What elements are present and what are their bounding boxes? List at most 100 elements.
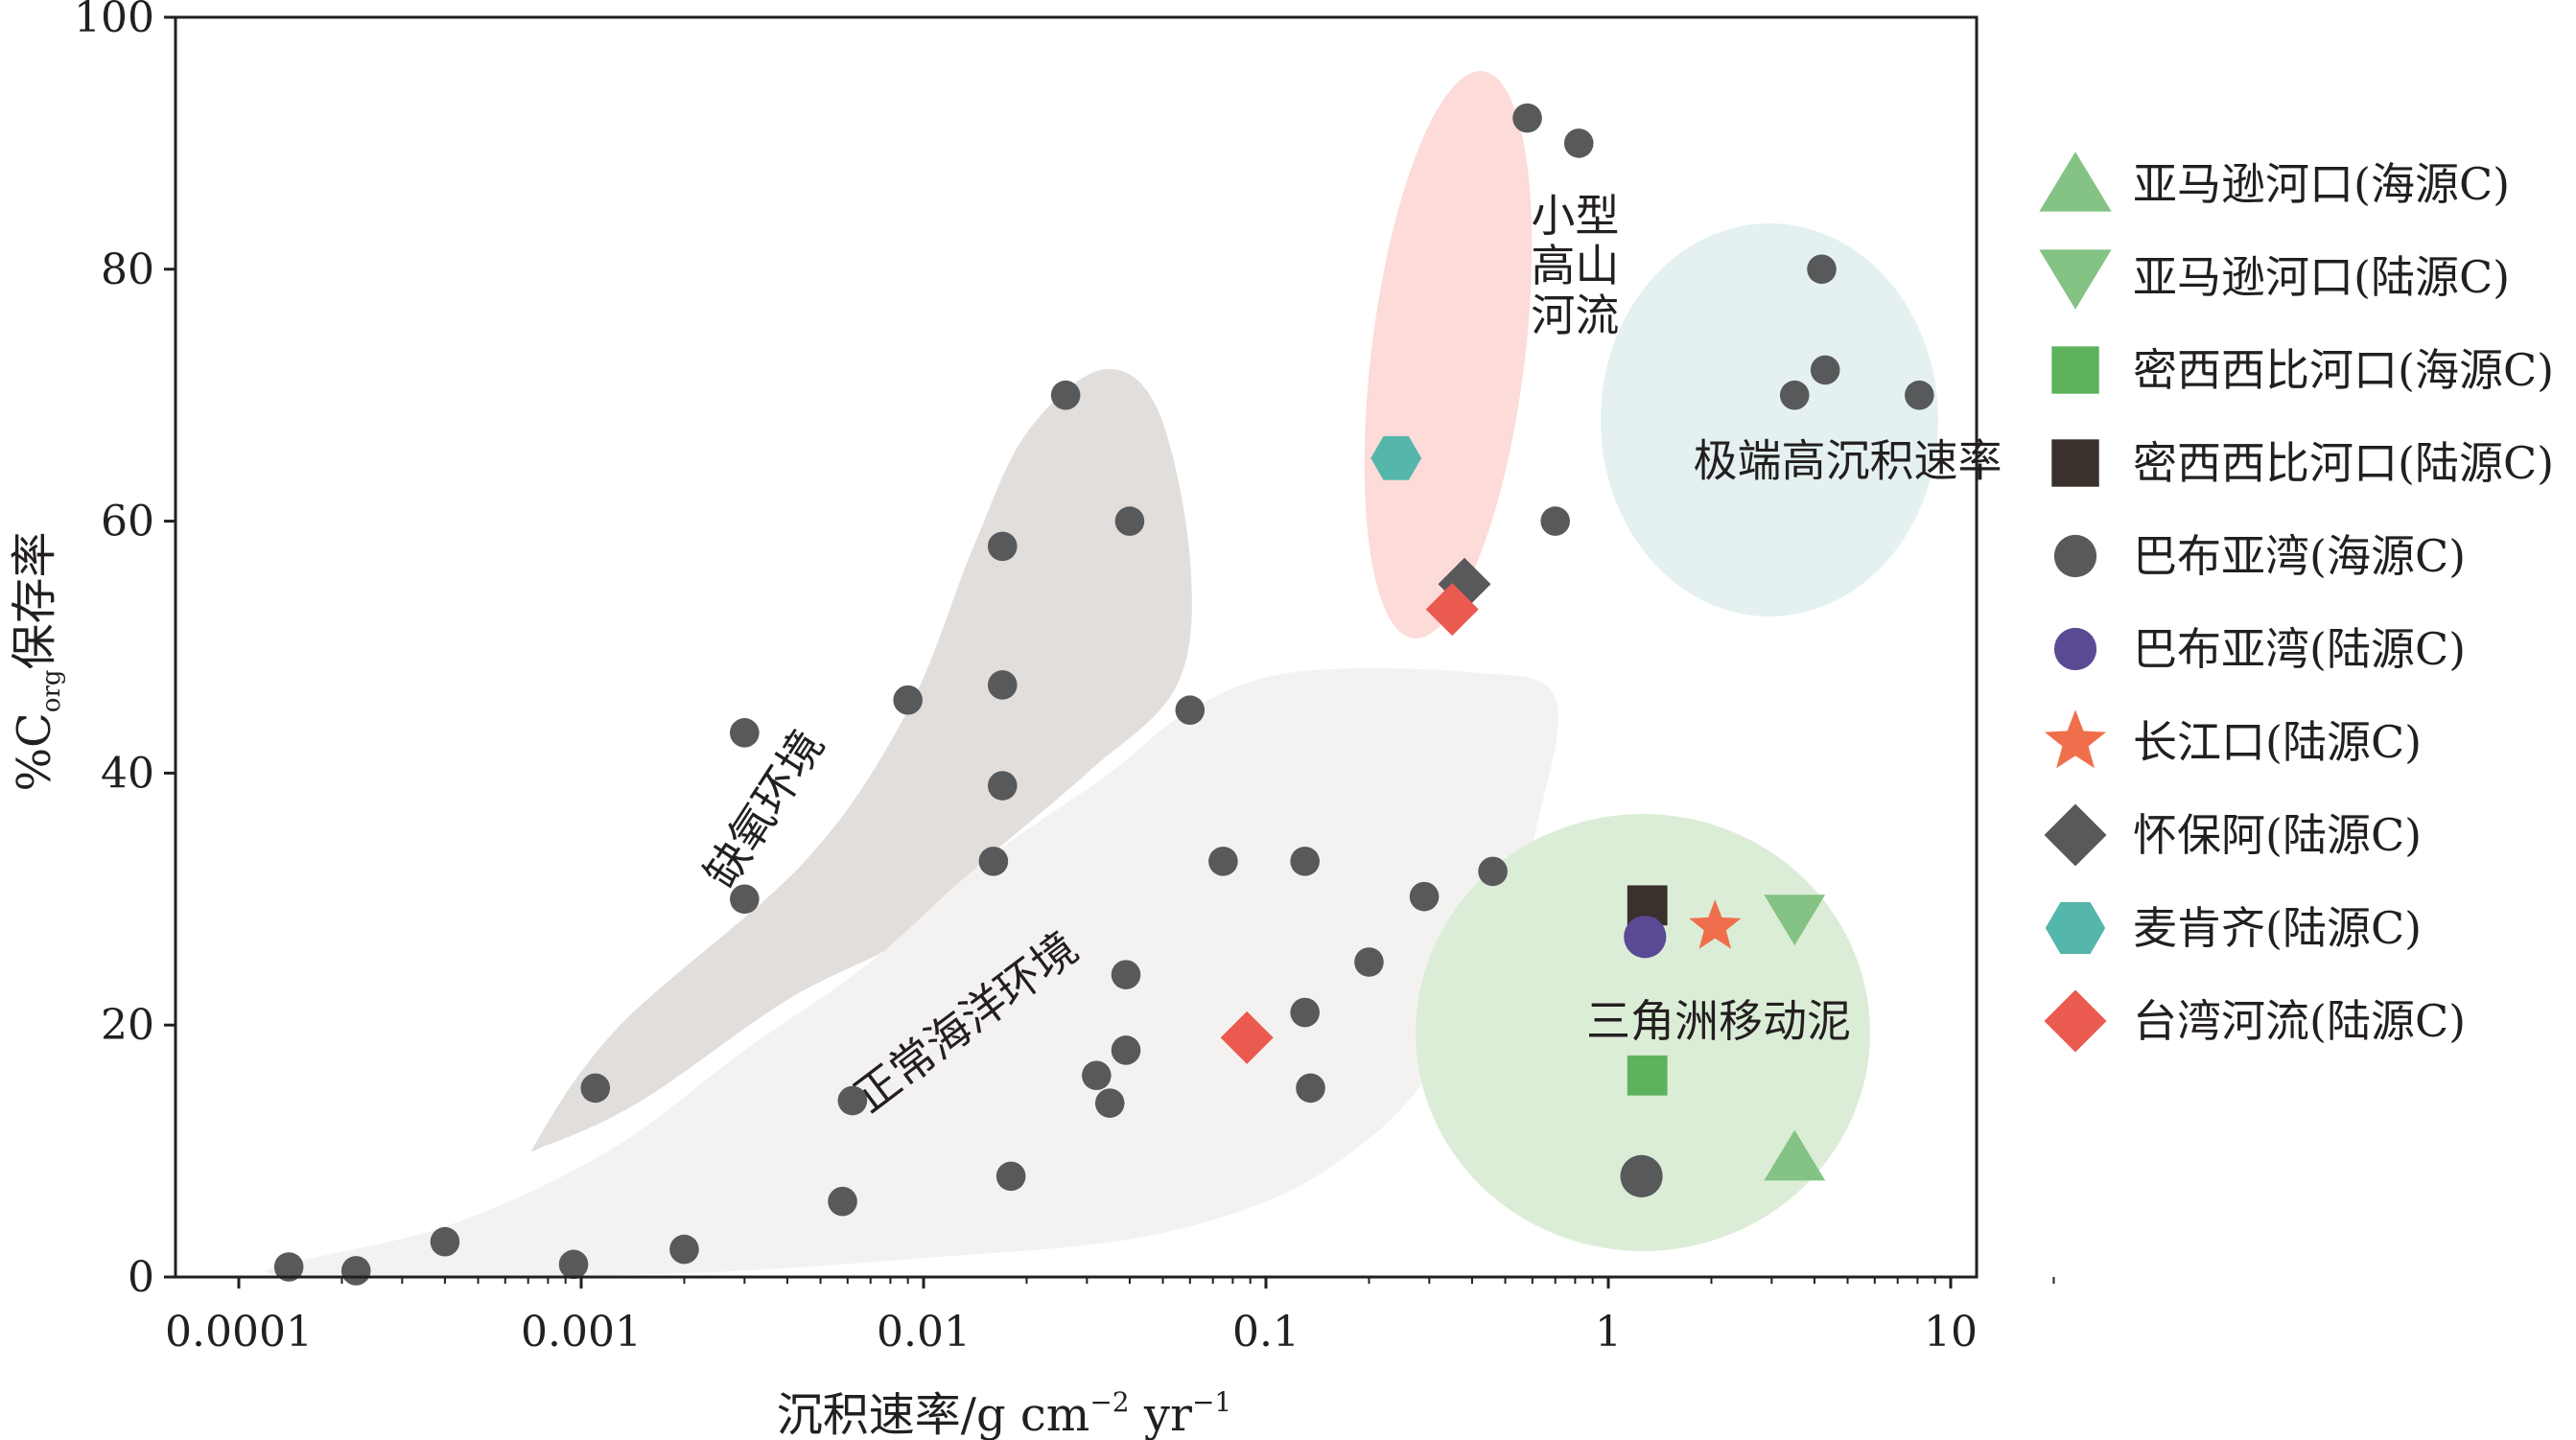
point-s2-0 [1627,1055,1668,1096]
x-axis-title-sup2: −1 [1192,1386,1231,1418]
point-s4-32 [1540,506,1570,536]
legend-label-4: 巴布亚湾(海源C) [2133,530,2466,582]
point-s4-23 [1208,847,1238,876]
legend-marker-0 [2039,151,2112,212]
legend-label-7: 怀保阿(陆源C) [2133,809,2422,861]
legend-marker-9 [2044,989,2107,1053]
x-axis-title: 沉积速率/g cm−2 yr−1 [777,1386,1231,1440]
point-s4-22 [1175,695,1206,725]
point-s4-10 [893,685,923,715]
legend-marker-1 [2039,249,2112,310]
legend-item-3: 密西西比河口(陆源C) [2051,437,2554,489]
point-s4-16 [978,847,1009,876]
region-normal-marine [265,668,1558,1278]
regions-layer [265,71,1938,1278]
legend-marker-7 [2044,803,2107,867]
legend-marker-4 [2053,534,2097,578]
point-s4-8 [730,884,760,915]
point-s4-29 [1478,856,1508,887]
y-axis-title: %Corg保存率 [8,531,66,791]
point-s1-0 [1764,894,1826,946]
point-s4-18 [1082,1060,1112,1091]
y-tick-label-1: 20 [101,1001,154,1050]
legend-item-9: 台湾河流(陆源C) [2044,989,2466,1053]
point-s4-12 [1050,380,1081,410]
y-tick-label-3: 60 [101,498,154,546]
point-s4-13 [1114,506,1145,536]
point-s8-0 [1370,436,1422,480]
legend-label-1: 亚马逊河口(陆源C) [2133,251,2510,303]
legend-item-6: 长江口(陆源C) [2044,709,2422,769]
region-delta-mobile-mud [1416,814,1870,1251]
point-s4-34 [1779,380,1810,410]
region-label-small-rivers-line2: 高山 [1531,240,1619,291]
point-s4-17 [995,1161,1026,1192]
y-axis-title-sub: org [37,669,66,712]
point-s4-7 [580,1073,611,1103]
region-label-extreme: 极端高沉积速率 [1694,434,2002,486]
point-s4-31 [1563,128,1594,158]
x-tick-label-0: 0.0001 [165,1308,313,1357]
y-tick-label-0: 0 [128,1253,154,1302]
legend-item-5: 巴布亚湾(陆源C) [2053,623,2466,675]
point-s4-36 [1807,254,1837,285]
point-s4-11 [987,531,1018,562]
x-tick-label-1: 0.001 [521,1308,642,1357]
legend-item-4: 巴布亚湾(海源C) [2053,530,2466,582]
y-tick-label-5: 100 [74,0,154,42]
point-s4-19 [1094,1088,1125,1118]
legend-marker-2 [2051,346,2099,394]
point-s4-1 [340,1256,371,1286]
legend-label-3: 密西西比河口(陆源C) [2133,437,2554,489]
point-s5-0 [1624,916,1667,959]
point-s4-24 [1290,847,1320,876]
legend-label-9: 台湾河流(陆源C) [2133,995,2466,1047]
x-tick-label-2: 0.01 [877,1308,971,1357]
point-s4-28 [1409,881,1440,912]
point-s4-35 [1810,355,1840,385]
point-s4-2 [430,1226,460,1257]
point-s9-0 [1220,1010,1274,1064]
point-s4-27 [1354,947,1384,977]
point-s4-25 [1290,997,1320,1028]
y-axis-title-suffix: 保存率 [8,531,61,669]
x-tick-label-5: 10 [1924,1308,1978,1357]
legend-item-8: 麦肯齐(陆源C) [2045,902,2422,954]
legend-marker-8 [2045,902,2106,954]
region-extreme-sedimentation [1601,223,1938,616]
point-s4-20 [1111,1035,1141,1065]
point-s4-0 [273,1252,304,1282]
point-s4-26 [1296,1073,1325,1103]
legend-marker-5 [2053,627,2097,671]
x-tick-label-4: 1 [1595,1308,1622,1357]
x-axis-title-sup1: −2 [1089,1386,1129,1418]
legend-marker-3 [2051,439,2099,487]
y-tick-label-4: 80 [101,245,154,294]
point-s4-15 [987,771,1018,801]
point-s4-14 [987,670,1018,700]
point-s4-33 [1620,1154,1663,1197]
plot-frame [174,15,1979,1279]
region-label-small-rivers-line1: 小型 [1531,190,1619,242]
y-axis-title-prefix: %C [8,712,61,791]
x-tick-label-3: 0.1 [1232,1308,1300,1357]
legend-item-7: 怀保阿(陆源C) [2044,803,2422,867]
region-anoxic [531,368,1192,1152]
point-s4-4 [669,1234,699,1265]
point-s4-37 [1905,380,1934,410]
point-s4-5 [828,1186,857,1217]
legend-label-6: 长江口(陆源C) [2133,716,2422,768]
point-s4-9 [730,718,760,748]
y-tick-label-2: 40 [101,749,154,798]
legend-label-2: 密西西比河口(海源C) [2133,344,2554,396]
region-label-delta: 三角洲移动泥 [1586,995,1851,1047]
legend: 亚马逊河口(海源C) 亚马逊河口(陆源C) 密西西比河口(海源C) 密西西比河口(陆源… [2039,151,2554,1053]
legend-item-2: 密西西比河口(海源C) [2051,344,2554,396]
legend-label-0: 亚马逊河口(海源C) [2133,158,2510,210]
data-points [273,103,1934,1286]
point-s4-3 [558,1249,589,1280]
point-s4-30 [1512,103,1542,133]
point-s0-0 [1764,1129,1826,1181]
